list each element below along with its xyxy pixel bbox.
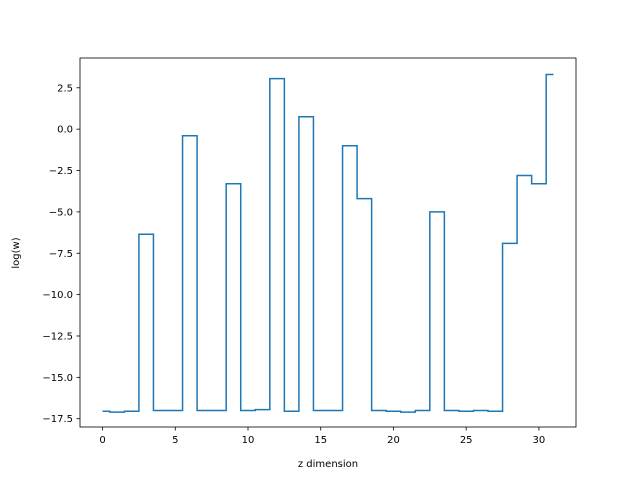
y-tick-label: −2.5	[49, 166, 73, 177]
y-tick-label: 0.0	[57, 125, 73, 136]
y-tick-label: −15.0	[42, 373, 73, 384]
y-tick-label: −7.5	[49, 249, 73, 260]
x-tick-label: 20	[387, 435, 400, 446]
y-tick-label: −12.5	[42, 331, 73, 342]
y-tick-label: −10.0	[42, 290, 73, 301]
plot-area	[79, 57, 577, 428]
y-tick-label: −5.0	[49, 207, 73, 218]
axis-ticks: 0 5 10 15 20 25 30 −17.5 −15.0 −12.5 −10.0 −7.5 −5.0…	[42, 83, 545, 446]
x-axis-label: z dimension	[298, 459, 358, 470]
x-tick-label: 10	[242, 435, 255, 446]
series-line	[102, 73, 554, 413]
y-tick-label: 2.5	[57, 83, 73, 94]
x-tick-label: 0	[99, 435, 105, 446]
y-tick-label: −17.5	[42, 414, 73, 425]
axes-frame	[79, 57, 577, 428]
x-tick-label: 30	[533, 435, 546, 446]
x-tick-label: 15	[314, 435, 327, 446]
y-axis-label: log(w)	[11, 237, 22, 268]
x-tick-label: 25	[460, 435, 473, 446]
x-tick-label: 5	[172, 435, 178, 446]
